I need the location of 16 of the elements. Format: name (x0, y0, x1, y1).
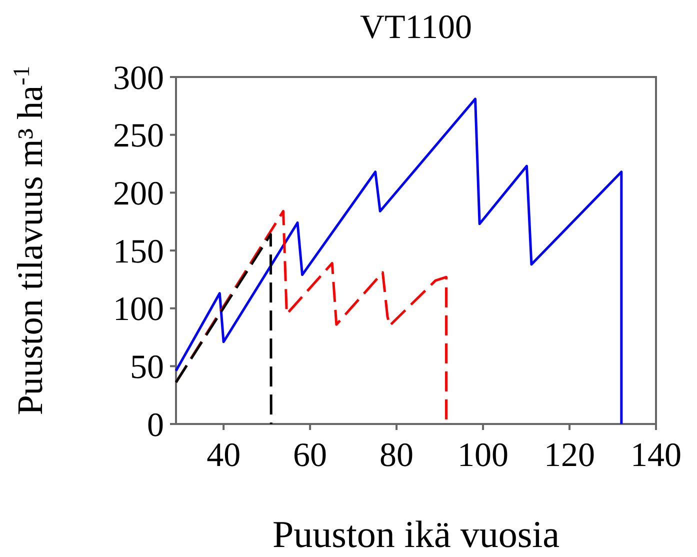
x-tick-label: 40 (206, 437, 241, 474)
y-tick-label: 100 (113, 291, 164, 328)
y-tick-label: 50 (130, 349, 164, 386)
x-tick-label: 120 (544, 437, 596, 474)
x-tick-label: 100 (458, 437, 509, 474)
x-tick-label: 60 (293, 437, 328, 474)
y-tick-label: 0 (147, 406, 164, 444)
x-tick-label: 140 (630, 437, 682, 474)
y-tick-label: 250 (113, 118, 164, 155)
x-axis-title: Puuston ikä vuosia (272, 514, 560, 556)
y-tick-label: 150 (113, 233, 164, 270)
y-tick-label: 200 (113, 176, 164, 213)
y-tick-label: 300 (113, 60, 164, 97)
chart-title: VT1100 (360, 9, 472, 46)
line-series (174, 98, 623, 426)
x-tick-label: 80 (380, 437, 414, 474)
